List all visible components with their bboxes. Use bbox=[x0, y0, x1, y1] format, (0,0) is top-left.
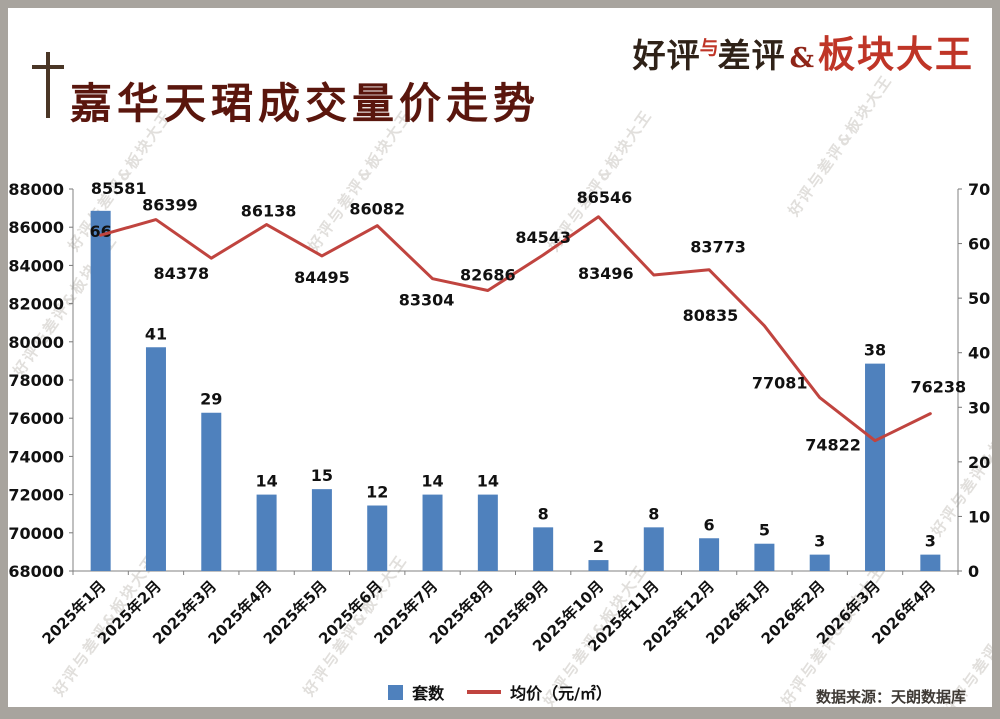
bar-value-label: 14 bbox=[255, 472, 277, 491]
right-axis-tick-label: 0 bbox=[968, 562, 979, 581]
logo-part-yu: 与 bbox=[699, 37, 719, 59]
brand-logo: 好评 与 差评 & 板块大王 bbox=[633, 24, 974, 78]
price-value-label: 86082 bbox=[349, 200, 405, 219]
bar bbox=[201, 412, 222, 571]
bar-value-label: 6 bbox=[704, 515, 715, 534]
right-axis-tick-label: 60 bbox=[968, 235, 990, 254]
legend-bar-label: 套数 bbox=[412, 684, 445, 703]
bar bbox=[311, 489, 332, 571]
left-axis-tick-label: 78000 bbox=[8, 371, 64, 390]
bar-value-label: 8 bbox=[648, 504, 659, 523]
bar bbox=[809, 554, 830, 571]
price-line bbox=[99, 215, 932, 443]
bar bbox=[145, 347, 166, 571]
left-axis-tick-label: 88000 bbox=[8, 180, 64, 199]
price-value-label: 84543 bbox=[515, 228, 571, 247]
left-axis-tick-label: 86000 bbox=[8, 218, 64, 237]
price-value-label: 83496 bbox=[578, 264, 634, 283]
bar bbox=[422, 494, 443, 571]
bar bbox=[90, 210, 111, 571]
bar-value-label: 3 bbox=[925, 532, 936, 551]
bar-value-label: 14 bbox=[477, 472, 499, 491]
price-value-label: 74822 bbox=[805, 436, 861, 455]
left-axis-tick-label: 84000 bbox=[8, 256, 64, 275]
bar-value-label: 12 bbox=[366, 483, 388, 502]
right-axis-tick-label: 40 bbox=[968, 344, 990, 363]
left-axis-tick-label: 80000 bbox=[8, 333, 64, 352]
data-source: 数据来源：天朗数据库 bbox=[815, 688, 966, 706]
bar bbox=[699, 538, 720, 571]
legend-line-swatch bbox=[467, 690, 502, 694]
price-value-label: 85581 bbox=[91, 179, 147, 198]
bar bbox=[367, 505, 388, 571]
cross-horizontal-stroke bbox=[32, 65, 64, 69]
bar bbox=[533, 527, 554, 571]
right-axis-tick-label: 20 bbox=[968, 453, 990, 472]
bar bbox=[920, 554, 941, 571]
left-axis-tick-label: 76000 bbox=[8, 409, 64, 428]
bar-value-label: 14 bbox=[421, 472, 443, 491]
bar-value-label: 66 bbox=[90, 222, 112, 241]
logo-part-ampersand: & bbox=[789, 43, 814, 74]
left-axis-tick-label: 70000 bbox=[8, 524, 64, 543]
left-axis-tick-label: 68000 bbox=[8, 562, 64, 581]
logo-part-chaping: 差评 bbox=[717, 36, 786, 75]
right-axis-tick-label: 70 bbox=[968, 180, 990, 199]
logo-part-bankuaidawang: 板块大王 bbox=[818, 32, 974, 76]
price-value-label: 76238 bbox=[911, 378, 967, 397]
bar-value-label: 5 bbox=[759, 521, 770, 540]
chart-legend: 套数 均价（元/㎡） bbox=[8, 680, 992, 704]
price-value-label: 83773 bbox=[690, 238, 746, 257]
bar-value-label: 8 bbox=[538, 504, 549, 523]
cross-vertical-stroke bbox=[46, 52, 50, 118]
legend-line-label: 均价（元/㎡） bbox=[510, 684, 612, 703]
logo-part-haoping: 好评 bbox=[632, 36, 701, 75]
combo-chart: 68000 70000 72000 74000 76000 78000 80000 82000… bbox=[8, 179, 990, 655]
right-axis-tick-label: 50 bbox=[968, 289, 990, 308]
price-value-label: 86138 bbox=[241, 202, 297, 221]
page-title: 嘉华天珺成交量价走势 bbox=[70, 79, 541, 128]
bar-value-label: 2 bbox=[593, 537, 604, 556]
bar bbox=[754, 543, 775, 571]
bar bbox=[865, 363, 886, 571]
price-value-label: 84495 bbox=[294, 268, 350, 287]
bar bbox=[643, 527, 664, 571]
bar bbox=[477, 494, 498, 571]
right-axis-tick-label: 10 bbox=[968, 507, 990, 526]
bar-value-label: 29 bbox=[200, 390, 222, 409]
price-value-label: 84378 bbox=[153, 264, 209, 283]
bar-value-label: 38 bbox=[864, 341, 886, 360]
price-value-label: 86546 bbox=[577, 188, 633, 207]
price-value-label: 86399 bbox=[142, 196, 198, 215]
bar bbox=[588, 560, 609, 571]
bar-value-label: 41 bbox=[145, 324, 167, 343]
legend-bar-swatch bbox=[388, 684, 404, 700]
bar-value-label: 3 bbox=[814, 532, 825, 551]
left-axis-tick-label: 82000 bbox=[8, 295, 64, 314]
price-value-label: 82686 bbox=[460, 265, 516, 284]
price-value-label: 83304 bbox=[399, 291, 455, 310]
title-cross-icon bbox=[32, 52, 64, 118]
bar-value-label: 15 bbox=[311, 466, 333, 485]
bar bbox=[256, 494, 277, 571]
left-axis-tick-label: 72000 bbox=[8, 486, 64, 505]
right-axis-tick-label: 30 bbox=[968, 398, 990, 417]
price-value-label: 80835 bbox=[683, 306, 739, 325]
left-axis-tick-label: 74000 bbox=[8, 447, 64, 466]
price-value-label: 77081 bbox=[752, 374, 808, 393]
